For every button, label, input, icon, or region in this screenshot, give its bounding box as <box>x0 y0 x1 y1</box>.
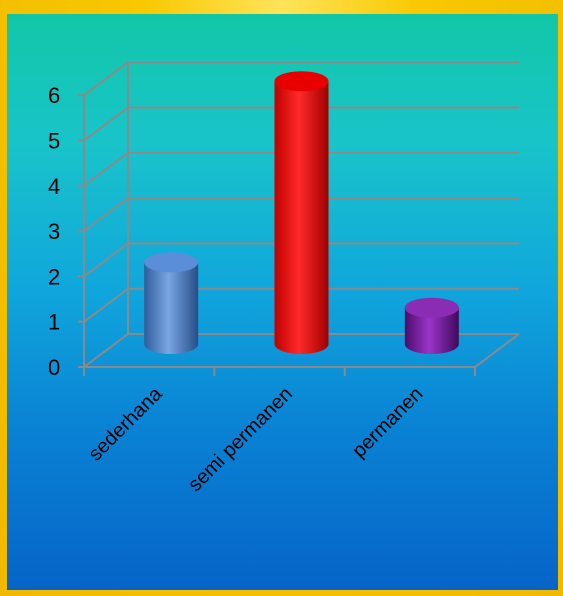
bar-top <box>144 252 199 273</box>
bars <box>144 71 459 354</box>
axes <box>78 62 520 376</box>
y-tick-labels: 0 1 2 3 4 5 6 <box>48 83 60 380</box>
y-tick-label: 4 <box>48 174 60 199</box>
bar-top <box>404 297 459 318</box>
x-tick-labels: sederhana semi permanen permanen <box>84 382 427 496</box>
bar-body <box>144 262 199 354</box>
bar-top <box>274 71 329 92</box>
y-tick-label: 6 <box>48 83 60 108</box>
x-tick-label: semi permanen <box>184 383 297 496</box>
bar-permanen <box>404 297 459 354</box>
y-tick-label: 2 <box>48 264 60 289</box>
bar-sederhana <box>144 252 199 354</box>
y-tick-label: 3 <box>48 219 60 244</box>
y-tick-label: 0 <box>48 355 60 380</box>
y-tick-label: 5 <box>48 129 60 154</box>
bar-semi-permanen <box>274 71 329 354</box>
bar-body <box>404 307 459 354</box>
y-tick-label: 1 <box>48 310 60 335</box>
x-tick-label: permanen <box>348 383 427 462</box>
x-tick-label: sederhana <box>84 382 167 465</box>
bar-body <box>274 81 329 354</box>
